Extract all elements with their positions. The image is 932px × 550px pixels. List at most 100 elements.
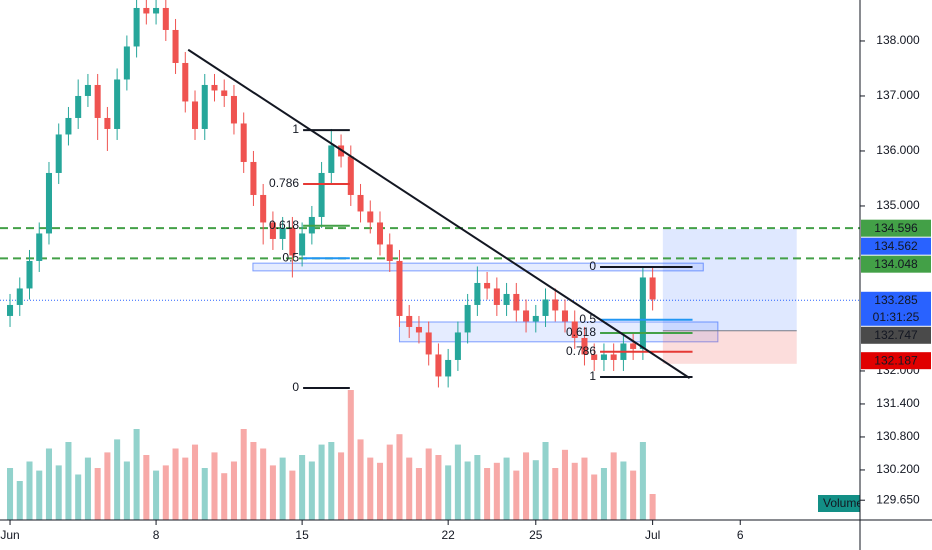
y-tick-label: 131.400 [876,396,920,410]
volume-bar [513,470,520,520]
candle-body [230,95,237,124]
candle-body [639,277,646,349]
price-badge [861,219,931,237]
volume-bar [123,461,130,520]
candle-body [503,293,510,305]
candle-body [513,293,520,311]
candle-body [630,343,637,349]
candle-body [464,304,471,333]
fib-label: 0 [292,380,299,394]
volume-bar [133,429,140,520]
candle-body [182,62,189,102]
price-badge-label: 134.562 [874,239,918,253]
volume-bar [221,473,228,520]
candle-body [367,211,374,223]
position-target [662,229,797,331]
candle-body [532,315,539,322]
price-axis [860,0,932,550]
candle-body [143,7,150,14]
candle-body [250,161,257,195]
volume-bar [308,461,315,520]
volume-bar [386,444,393,520]
volume-bar [143,455,150,520]
volume-bar [7,468,14,520]
volume-bar [338,452,345,520]
volume-bar [201,468,208,520]
volume-bar [153,470,160,520]
price-badge [861,255,931,273]
price-badge-label: 132.187 [874,353,918,367]
volume-bar [425,448,432,520]
candle-body [318,172,325,217]
price-badge [861,291,931,326]
candle-body [299,233,306,256]
volume-bar [84,457,91,520]
volume-bar [230,461,237,520]
y-tick-label: 136.000 [876,143,920,157]
candle-body [415,326,422,333]
volume-bar [552,468,559,520]
volume-bar [639,442,646,520]
x-tick-label: 15 [295,528,309,542]
candle-body [240,123,247,162]
candle-body [386,244,393,261]
candle-body [94,84,101,118]
volume-bar [376,462,384,520]
fib-label: 0.786 [269,176,299,190]
fib-label: 1 [589,369,596,383]
volume-bar [591,474,598,520]
candle-body [114,79,121,129]
position-stop [662,330,797,364]
volume-bar [211,452,218,520]
fib-label: 0.786 [566,344,596,358]
candle-body [65,117,72,135]
price-badge [861,352,931,370]
candle-body [591,354,598,360]
volume-bar [367,457,374,520]
candle-body [45,172,52,234]
volume-bar [532,460,539,520]
volume-bar [581,457,588,520]
fib-label: 0.5 [282,250,299,264]
volume-bar [16,481,23,520]
volume-bar [269,465,276,520]
candle-body [454,332,461,360]
volume-bar [561,449,569,520]
candle-body [552,299,559,311]
axes: 138.000137.000136.000135.000132.000131.4… [0,33,931,542]
candle-body [571,321,578,338]
volume-bar [435,455,442,520]
candle-body [542,299,549,316]
fib-label: 0 [589,259,596,273]
candle-body [445,359,452,377]
volume-bar [454,444,461,520]
candle-body [425,332,432,355]
candle-body [211,84,218,91]
price-badge [861,326,931,344]
candle-body [493,288,500,305]
y-tick-label: 129.650 [876,492,920,506]
y-tick-label: 130.800 [876,429,920,443]
y-tick-label: 135.000 [876,198,920,212]
y-tick-label: 138.000 [876,33,920,47]
volume-bar [75,474,82,520]
candle-body [347,156,354,195]
volume-bar [503,457,510,520]
candle-body [581,337,588,355]
x-tick-label: 25 [529,528,543,542]
candle-body [561,310,569,322]
fib-label: 0.618 [566,325,596,339]
volume-bar [649,494,656,520]
price-badge-label: 133.285 [874,293,918,307]
volume-bar [396,434,403,520]
volume-bar [45,448,52,520]
x-tick-label: Jul [645,528,660,542]
volume-bar [630,470,637,520]
volume-bar [240,429,247,520]
volume-bar [279,457,286,520]
volume-bar [610,452,617,520]
y-tick-label: 130.200 [876,462,920,476]
candle-body [123,46,130,80]
